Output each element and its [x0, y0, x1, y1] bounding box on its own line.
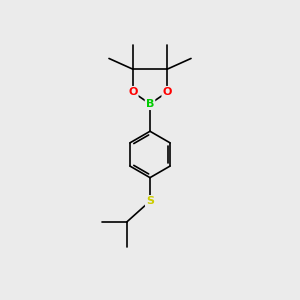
Text: B: B — [146, 99, 154, 109]
Text: O: O — [163, 87, 172, 97]
Text: O: O — [128, 87, 137, 97]
Text: S: S — [146, 196, 154, 206]
